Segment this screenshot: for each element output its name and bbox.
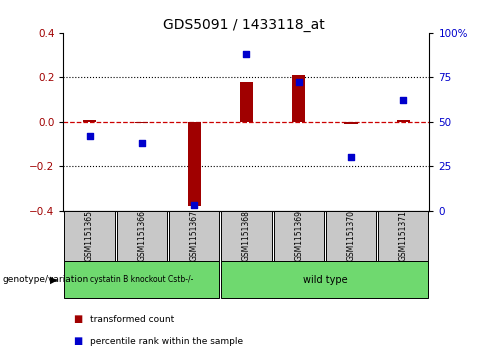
Point (347, 154, 355, 160)
Text: wild type: wild type (303, 274, 347, 285)
Text: GDS5091 / 1433118_at: GDS5091 / 1433118_at (163, 18, 325, 32)
Point (138, 140, 146, 146)
Text: ▶: ▶ (50, 274, 58, 285)
Bar (378, 211, 428, 261)
Point (86, 133, 94, 139)
Text: cystatin B knockout Cstb-/-: cystatin B knockout Cstb-/- (90, 275, 194, 284)
Bar (187, 122, 201, 206)
Bar (222, 261, 428, 298)
Bar (169, 211, 219, 261)
Text: GSM1151368: GSM1151368 (242, 211, 251, 261)
Bar (117, 211, 167, 261)
Bar (292, 75, 305, 122)
Text: GSM1151366: GSM1151366 (137, 211, 146, 261)
Point (399, 97, 407, 103)
Bar (64, 211, 115, 261)
Bar (240, 82, 253, 122)
Bar (222, 211, 271, 261)
Bar (326, 211, 376, 261)
Text: GSM1151370: GSM1151370 (346, 211, 356, 261)
Text: transformed count: transformed count (90, 315, 175, 324)
Bar (83, 121, 96, 122)
Text: GSM1151369: GSM1151369 (294, 211, 303, 261)
Bar (397, 121, 410, 122)
Bar (64, 261, 219, 298)
Text: GSM1151371: GSM1151371 (399, 211, 408, 261)
Point (243, 51, 250, 57)
Point (190, 202, 198, 208)
Point (295, 79, 303, 85)
Bar (345, 122, 358, 124)
Text: genotype/variation: genotype/variation (2, 275, 89, 284)
Text: percentile rank within the sample: percentile rank within the sample (90, 337, 244, 346)
Text: GSM1151367: GSM1151367 (190, 211, 199, 261)
Text: GSM1151365: GSM1151365 (85, 211, 94, 261)
Text: ■: ■ (73, 336, 82, 346)
Bar (135, 122, 148, 123)
Text: ■: ■ (73, 314, 82, 325)
Bar (274, 211, 324, 261)
